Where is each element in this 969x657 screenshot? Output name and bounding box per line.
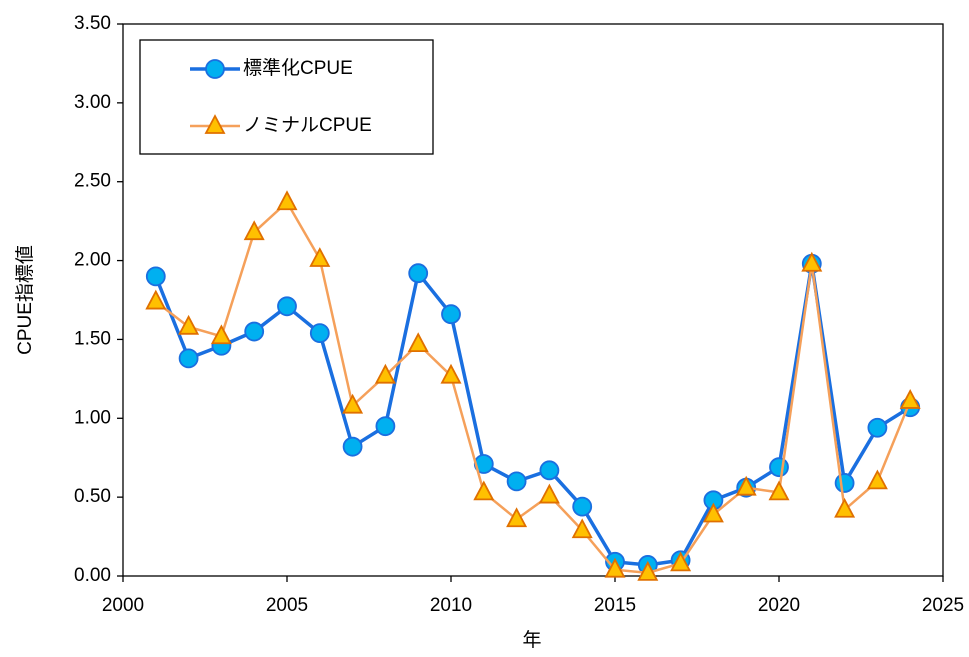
series-line bbox=[155, 200, 912, 575]
data-point bbox=[145, 266, 166, 287]
legend-label: ノミナルCPUE bbox=[243, 115, 372, 136]
data-point bbox=[768, 480, 790, 501]
data-point bbox=[374, 363, 396, 384]
data-point bbox=[145, 289, 167, 310]
y-tick-label: 1.00 bbox=[74, 407, 111, 428]
y-tick-label: 0.00 bbox=[74, 565, 111, 586]
x-tick-label: 2020 bbox=[758, 595, 800, 616]
data-point bbox=[210, 324, 232, 345]
data-point bbox=[506, 471, 527, 492]
y-tick-label: 2.50 bbox=[74, 171, 111, 192]
data-point bbox=[408, 263, 429, 284]
data-point bbox=[539, 460, 560, 481]
data-point bbox=[769, 457, 789, 478]
data-point bbox=[309, 323, 330, 344]
data-point bbox=[867, 417, 888, 438]
data-point bbox=[604, 557, 626, 578]
data-point bbox=[276, 190, 298, 211]
data-point bbox=[735, 475, 757, 496]
data-point bbox=[538, 483, 560, 504]
data-point bbox=[407, 332, 429, 353]
y-tick-label: 1.50 bbox=[74, 328, 111, 349]
data-point bbox=[670, 551, 692, 572]
legend-marker bbox=[205, 59, 225, 79]
series-line bbox=[154, 263, 912, 567]
data-point bbox=[440, 363, 462, 384]
data-point bbox=[801, 251, 823, 272]
legend-marker bbox=[204, 114, 226, 134]
data-point bbox=[899, 389, 921, 409]
data-point bbox=[375, 416, 396, 437]
data-point bbox=[277, 296, 297, 317]
data-point bbox=[637, 560, 659, 581]
data-point bbox=[178, 348, 199, 369]
y-tick-label: 3.00 bbox=[74, 92, 111, 113]
x-axis-title: 年 bbox=[522, 629, 541, 651]
y-axis-title: CPUE指標値 bbox=[14, 245, 36, 355]
legend-box bbox=[139, 39, 434, 155]
data-point bbox=[473, 480, 495, 501]
x-tick-label: 2005 bbox=[266, 595, 308, 616]
data-point bbox=[243, 220, 265, 241]
data-point bbox=[572, 496, 593, 517]
x-tick-label: 2025 bbox=[922, 595, 964, 616]
x-tick-label: 2015 bbox=[594, 595, 636, 616]
data-point bbox=[834, 473, 855, 493]
data-point bbox=[702, 502, 724, 523]
data-point bbox=[342, 393, 364, 414]
y-tick-label: 3.50 bbox=[74, 13, 111, 34]
x-tick-label: 2000 bbox=[102, 595, 144, 616]
y-tick-label: 0.50 bbox=[74, 486, 111, 507]
y-tick-label: 2.00 bbox=[74, 250, 111, 271]
data-point bbox=[571, 518, 593, 539]
legend-label: 標準化CPUE bbox=[243, 57, 353, 79]
data-point bbox=[866, 469, 888, 490]
x-tick-label: 2010 bbox=[430, 595, 472, 616]
data-point bbox=[506, 507, 528, 528]
data-point bbox=[178, 314, 200, 335]
data-point bbox=[342, 436, 363, 457]
data-point bbox=[834, 497, 856, 518]
plot-frame bbox=[122, 23, 944, 577]
data-point bbox=[309, 247, 331, 267]
data-point bbox=[244, 321, 265, 342]
data-point bbox=[441, 304, 461, 325]
